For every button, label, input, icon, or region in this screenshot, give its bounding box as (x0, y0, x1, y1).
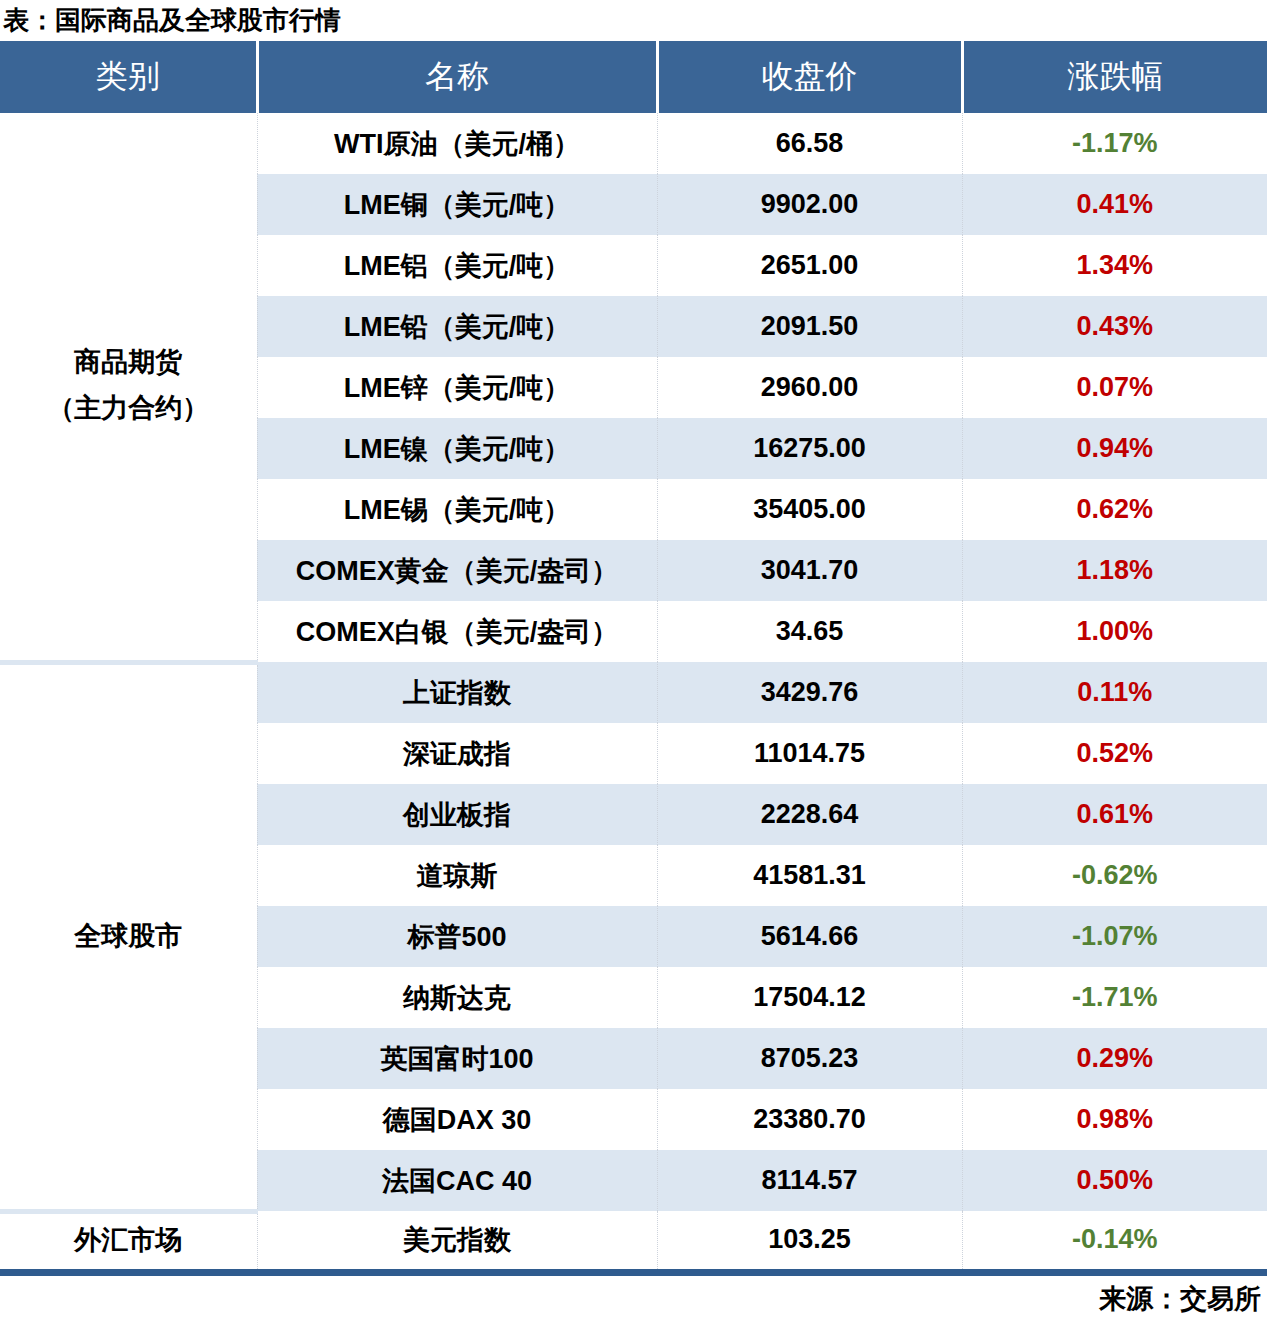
instrument-name: 德国DAX 30 (257, 1089, 657, 1150)
column-header-name: 名称 (257, 41, 657, 113)
column-header-close: 收盘价 (657, 41, 962, 113)
close-price: 23380.70 (657, 1089, 962, 1150)
change-percent: 0.11% (962, 662, 1267, 723)
instrument-name: 深证成指 (257, 723, 657, 784)
close-price: 2228.64 (657, 784, 962, 845)
table-row: 全球股市 上证指数 3429.76 0.11% (0, 662, 1267, 723)
instrument-name: WTI原油（美元/桶） (257, 113, 657, 174)
change-percent: -0.14% (962, 1211, 1267, 1272)
source-label: 来源：交易所 (0, 1276, 1267, 1322)
close-price: 2960.00 (657, 357, 962, 418)
close-price: 103.25 (657, 1211, 962, 1272)
instrument-name: LME铜（美元/吨） (257, 174, 657, 235)
change-percent: 0.29% (962, 1028, 1267, 1089)
change-percent: 1.18% (962, 540, 1267, 601)
change-percent: -1.71% (962, 967, 1267, 1028)
close-price: 34.65 (657, 601, 962, 662)
close-price: 8114.57 (657, 1150, 962, 1211)
close-price: 3041.70 (657, 540, 962, 601)
close-price: 16275.00 (657, 418, 962, 479)
change-percent: -0.62% (962, 845, 1267, 906)
close-price: 5614.66 (657, 906, 962, 967)
close-price: 35405.00 (657, 479, 962, 540)
change-percent: 0.07% (962, 357, 1267, 418)
instrument-name: 上证指数 (257, 662, 657, 723)
change-percent: 0.50% (962, 1150, 1267, 1211)
change-percent: -1.17% (962, 113, 1267, 174)
instrument-name: 英国富时100 (257, 1028, 657, 1089)
instrument-name: 美元指数 (257, 1211, 657, 1272)
market-table: 类别 名称 收盘价 涨跌幅 商品期货 （主力合约） WTI原油（美元/桶） 66… (0, 41, 1267, 1276)
instrument-name: COMEX黄金（美元/盎司） (257, 540, 657, 601)
change-percent: 0.94% (962, 418, 1267, 479)
column-header-category: 类别 (0, 41, 257, 113)
close-price: 11014.75 (657, 723, 962, 784)
column-header-change: 涨跌幅 (962, 41, 1267, 113)
change-percent: 0.52% (962, 723, 1267, 784)
change-percent: -1.07% (962, 906, 1267, 967)
change-percent: 0.98% (962, 1089, 1267, 1150)
change-percent: 0.43% (962, 296, 1267, 357)
instrument-name: 纳斯达克 (257, 967, 657, 1028)
instrument-name: LME铝（美元/吨） (257, 235, 657, 296)
instrument-name: 道琼斯 (257, 845, 657, 906)
header-row: 类别 名称 收盘价 涨跌幅 (0, 41, 1267, 113)
table-title: 表：国际商品及全球股市行情 (0, 0, 1267, 41)
instrument-name: 标普500 (257, 906, 657, 967)
category-cell-forex: 外汇市场 (0, 1211, 257, 1272)
table-row: 外汇市场 美元指数 103.25 -0.14% (0, 1211, 1267, 1272)
change-percent: 0.61% (962, 784, 1267, 845)
change-percent: 0.41% (962, 174, 1267, 235)
instrument-name: LME锌（美元/吨） (257, 357, 657, 418)
close-price: 2091.50 (657, 296, 962, 357)
instrument-name: 法国CAC 40 (257, 1150, 657, 1211)
change-percent: 0.62% (962, 479, 1267, 540)
change-percent: 1.34% (962, 235, 1267, 296)
close-price: 17504.12 (657, 967, 962, 1028)
table-row: 商品期货 （主力合约） WTI原油（美元/桶） 66.58 -1.17% (0, 113, 1267, 174)
change-percent: 1.00% (962, 601, 1267, 662)
close-price: 9902.00 (657, 174, 962, 235)
category-cell-global-stocks: 全球股市 (0, 662, 257, 1211)
close-price: 41581.31 (657, 845, 962, 906)
instrument-name: LME铅（美元/吨） (257, 296, 657, 357)
category-cell-commodities: 商品期货 （主力合约） (0, 113, 257, 662)
instrument-name: LME锡（美元/吨） (257, 479, 657, 540)
instrument-name: COMEX白银（美元/盎司） (257, 601, 657, 662)
instrument-name: LME镍（美元/吨） (257, 418, 657, 479)
close-price: 3429.76 (657, 662, 962, 723)
close-price: 2651.00 (657, 235, 962, 296)
close-price: 66.58 (657, 113, 962, 174)
instrument-name: 创业板指 (257, 784, 657, 845)
close-price: 8705.23 (657, 1028, 962, 1089)
